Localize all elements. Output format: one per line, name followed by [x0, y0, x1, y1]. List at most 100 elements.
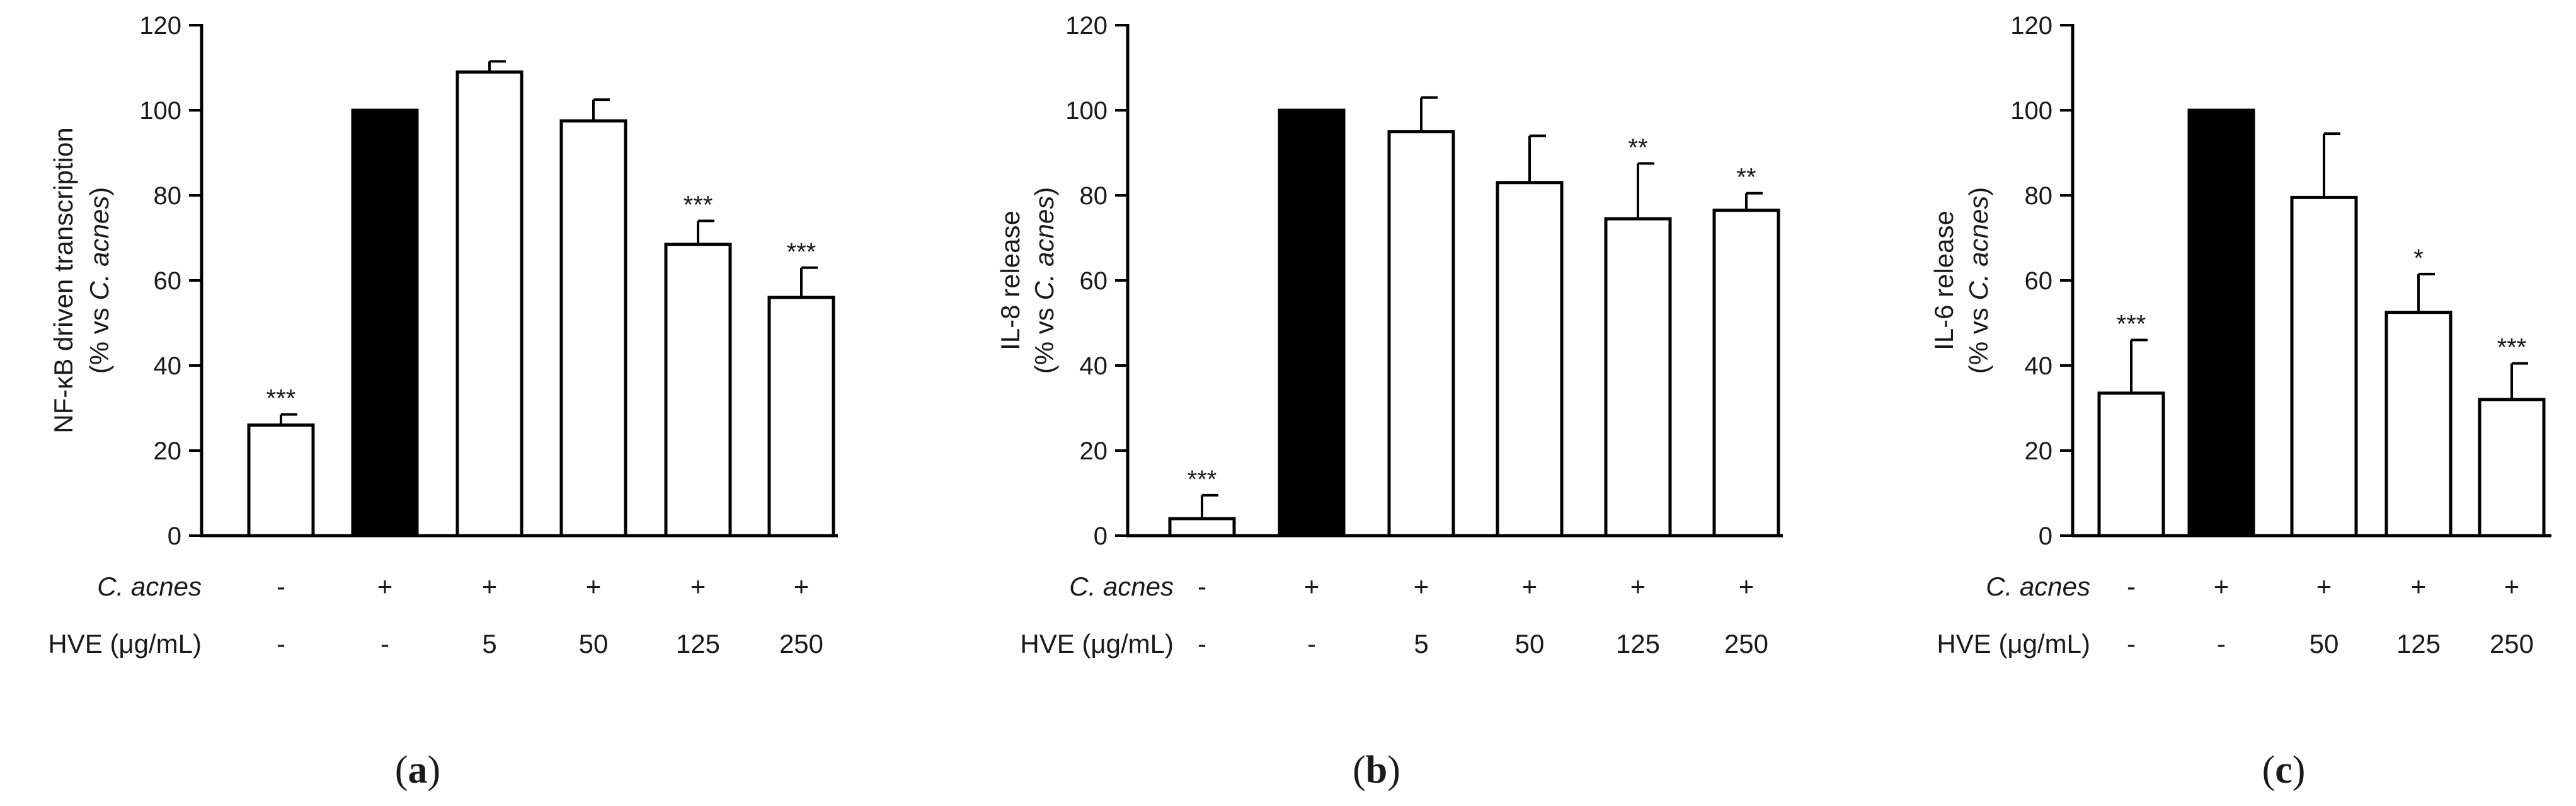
bar	[664, 243, 732, 538]
panel-b: 0 20 40 60 80 100 120 IL-8 release (% vs C. acne…	[995, 12, 1783, 792]
y-tick-label: 20	[1080, 437, 1108, 465]
hve-value: 125	[2396, 629, 2441, 659]
significance-label: ***	[2117, 311, 2146, 338]
bar	[247, 423, 315, 538]
y-axis-label-prefix: (% vs	[1029, 301, 1059, 374]
hve-value: 250	[1724, 629, 1768, 659]
panel-label-letter: b	[1366, 749, 1387, 792]
cacnes-row-label: C. acnes	[1986, 572, 2090, 601]
cacnes-value: +	[2504, 572, 2520, 601]
y-axis-label-italic: C. acnes	[1964, 196, 1993, 301]
cacnes-value: +	[2411, 572, 2427, 601]
bar	[1387, 130, 1455, 538]
y-axis-label-suffix: )	[84, 187, 114, 196]
y-axis-label-sub: (% vs C. acnes)	[84, 187, 114, 374]
bar	[559, 119, 627, 538]
y-tick-label: 40	[2025, 352, 2053, 380]
panel-label: (c)	[2262, 749, 2306, 792]
cacnes-row-label: C. acnes	[97, 572, 202, 601]
panel-label-close: )	[1387, 749, 1400, 792]
y-tick-label: 100	[1065, 97, 1108, 125]
y-axis-label-sub: (% vs C. acnes)	[1029, 187, 1059, 374]
panel-label-letter: a	[408, 749, 428, 792]
hve-value: 125	[676, 629, 720, 659]
panel-label-open: (	[1353, 749, 1366, 792]
significance-label: ***	[684, 192, 713, 219]
cacnes-value: -	[2127, 572, 2136, 601]
y-tick-label: 0	[2039, 522, 2052, 550]
cacnes-value: -	[277, 572, 285, 601]
bar	[767, 296, 835, 538]
y-tick-label: 100	[2010, 97, 2052, 125]
y-axis-label: IL-6 release	[1929, 210, 1959, 350]
y-tick-label: 80	[1080, 182, 1108, 210]
hve-value: -	[2127, 629, 2136, 659]
hve-value: 250	[2490, 629, 2534, 659]
hve-value: -	[1307, 629, 1316, 659]
y-axis-label-sub: (% vs C. acnes)	[1964, 187, 1993, 374]
bar	[2478, 398, 2546, 538]
cacnes-value: -	[1198, 572, 1206, 601]
bar	[2097, 391, 2165, 538]
y-tick-label: 20	[154, 437, 182, 465]
hve-value: 250	[779, 629, 823, 659]
hve-value: -	[277, 629, 285, 659]
significance-label: ***	[2497, 334, 2527, 362]
y-tick-label: 60	[154, 267, 182, 295]
panel-label: (b)	[1353, 749, 1400, 792]
hve-value: 5	[1414, 629, 1428, 659]
y-tick-label: 0	[168, 522, 181, 550]
cacnes-value: +	[377, 572, 393, 601]
cacnes-value: +	[690, 572, 706, 601]
hve-value: 5	[482, 629, 496, 659]
significance-label: **	[1736, 164, 1756, 192]
bar	[2384, 311, 2453, 538]
y-tick-label: 120	[1065, 12, 1108, 40]
cacnes-value: +	[1739, 572, 1755, 601]
hve-value: -	[381, 629, 389, 659]
y-tick-label: 40	[154, 352, 182, 380]
bar	[2290, 195, 2358, 538]
panel-a: 0 20 40 60 80 100 120 NF-κB driven transcriptio…	[48, 12, 838, 792]
y-tick-label: 100	[139, 97, 181, 125]
significance-label: *	[2413, 245, 2424, 272]
bar	[1712, 209, 1780, 538]
bar	[1168, 517, 1236, 538]
y-tick-label: 60	[1080, 267, 1108, 295]
bar	[2187, 108, 2255, 538]
y-tick-label: 80	[154, 182, 182, 210]
y-axis-label-prefix: (% vs	[1964, 301, 1993, 374]
cacnes-value: +	[2316, 572, 2332, 601]
cacnes-value: +	[1522, 572, 1538, 601]
hve-value: 50	[1515, 629, 1545, 659]
bar	[1496, 181, 1564, 538]
panel-label-open: (	[395, 749, 408, 792]
panel-c: 0 20 40 60 80 100 120 IL-6 release (% vs C. acne…	[1929, 12, 2551, 792]
y-axis-label-prefix: (% vs	[84, 301, 114, 374]
y-tick-label: 120	[2010, 12, 2052, 40]
y-axis-label-suffix: )	[1964, 187, 1993, 196]
panel-label: (a)	[395, 749, 440, 792]
cacnes-value: +	[1304, 572, 1320, 601]
y-tick-label: 40	[1080, 352, 1108, 380]
significance-label: **	[1628, 134, 1647, 161]
y-tick-label: 20	[2025, 437, 2053, 465]
y-axis-label-italic: C. acnes	[1029, 196, 1059, 301]
significance-label: ***	[787, 238, 816, 266]
y-tick-label: 80	[2025, 182, 2053, 210]
significance-label: ***	[266, 385, 296, 413]
panel-label-close: )	[2293, 749, 2306, 792]
hve-row-label: HVE (μg/mL)	[48, 629, 202, 659]
bar	[351, 108, 419, 538]
y-tick-label: 120	[139, 12, 181, 40]
hve-row-label: HVE (μg/mL)	[1937, 629, 2090, 659]
bar	[1278, 108, 1346, 538]
panel-label-open: (	[2262, 749, 2275, 792]
significance-label: ***	[1188, 466, 1217, 493]
y-axis-label: IL-8 release	[995, 210, 1025, 350]
hve-row-label: HVE (μg/mL)	[1020, 629, 1174, 659]
hve-value: 50	[2310, 629, 2339, 659]
hve-value: 50	[579, 629, 609, 659]
cacnes-value: +	[482, 572, 498, 601]
